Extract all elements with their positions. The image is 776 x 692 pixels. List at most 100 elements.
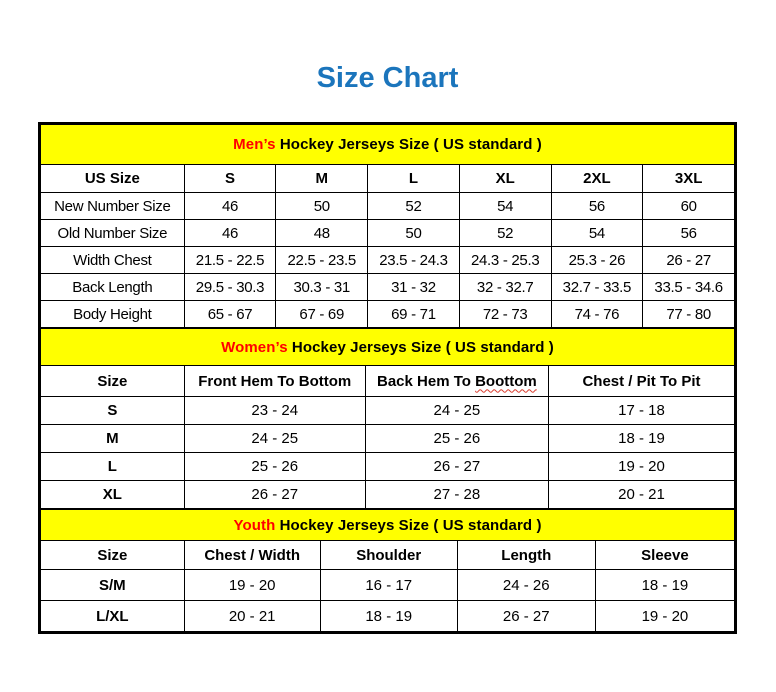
size-tables-container: Men’s Hockey Jerseys Size ( US standard … [38,122,737,634]
mens-row-label: Body Height [40,300,185,328]
youth-banner-highlight: Youth [233,516,276,534]
mens-cell: 65 - 67 [183,300,277,328]
womens-cell: 24 - 25 [183,424,366,453]
mens-cell: 67 - 69 [275,300,369,328]
womens-row-label: L [40,452,185,481]
mens-cell: 32.7 - 33.5 [550,273,644,301]
mens-column-header: 3XL [642,164,735,193]
womens-cell: 26 - 27 [183,480,366,509]
mens-cell: 52 [367,192,460,220]
womens-row: XL 26 - 27 27 - 28 20 - 21 [40,480,736,509]
mens-cell: 30.3 - 31 [275,273,369,301]
mens-banner-highlight: Men’s [233,136,276,153]
womens-cell: 27 - 28 [364,480,549,509]
mens-cell: 54 [550,219,644,247]
youth-cell: 16 - 17 [319,569,458,601]
mens-cell: 22.5 - 23.5 [275,246,369,274]
womens-row: L 25 - 26 26 - 27 19 - 20 [40,452,736,481]
mens-cell: 26 - 27 [642,246,735,274]
youth-row: L/XL 20 - 21 18 - 19 26 - 27 19 - 20 [40,600,736,632]
mens-row: New Number Size 46 50 52 54 56 60 [40,192,735,220]
youth-column-header: Size [40,540,185,570]
mens-cell: 29.5 - 30.3 [183,273,277,301]
womens-row-label: S [40,396,185,425]
size-table-womens: Women’s Hockey Jerseys Size ( US standar… [40,328,736,509]
womens-row-label: M [40,424,185,453]
youth-cell: 26 - 27 [456,600,596,632]
youth-column-header: Chest / Width [183,540,321,570]
mens-row-label: Old Number Size [40,219,185,247]
misspelled-word: Boottom [475,372,537,390]
womens-row-label: XL [40,480,185,509]
mens-row-label: Back Length [40,273,185,301]
mens-cell: 50 [367,219,460,247]
size-table-mens-body: Men’s Hockey Jerseys Size ( US standard … [40,124,735,328]
womens-cell: 23 - 24 [183,396,366,425]
youth-cell: 18 - 19 [319,600,458,632]
womens-cell: 19 - 20 [547,452,736,481]
mens-cell: 23.5 - 24.3 [367,246,460,274]
womens-column-header: Front Hem To Bottom [183,365,366,397]
womens-banner-highlight: Women’s [221,338,288,356]
mens-column-header: S [183,164,277,193]
mens-cell: 74 - 76 [550,300,644,328]
youth-column-header: Shoulder [319,540,458,570]
mens-row: Old Number Size 46 48 50 52 54 56 [40,219,735,247]
mens-cell: 56 [642,219,735,247]
mens-cell: 32 - 32.7 [458,273,552,301]
youth-section-banner: Youth Hockey Jerseys Size ( US standard … [40,509,735,541]
mens-cell: 60 [642,192,735,220]
mens-cell: 31 - 32 [367,273,460,301]
mens-cell: 50 [275,192,369,220]
mens-cell: 24.3 - 25.3 [458,246,552,274]
mens-cell: 48 [275,219,369,247]
womens-cell: 17 - 18 [547,396,736,425]
size-table-youth-body: Youth Hockey Jerseys Size ( US standard … [40,509,736,632]
youth-row: S/M 19 - 20 16 - 17 24 - 26 18 - 19 [40,569,736,601]
mens-cell: 46 [183,192,277,220]
mens-row-label: Width Chest [40,246,185,274]
youth-cell: 19 - 20 [594,600,736,632]
mens-header-row: US Size S M L XL 2XL 3XL [40,164,735,193]
mens-row-label: New Number Size [40,192,185,220]
womens-cell: 24 - 25 [364,396,549,425]
mens-cell: 33.5 - 34.6 [642,273,735,301]
mens-cell: 52 [458,219,552,247]
womens-cell: 25 - 26 [183,452,366,481]
mens-cell: 25.3 - 26 [550,246,644,274]
youth-cell: 18 - 19 [594,569,736,601]
womens-cell: 18 - 19 [547,424,736,453]
womens-column-header: Chest / Pit To Pit [547,365,736,397]
mens-cell: 54 [458,192,552,220]
mens-banner-text: Hockey Jerseys Size ( US standard ) [275,136,542,153]
youth-cell: 19 - 20 [183,569,321,601]
mens-column-header: L [367,164,460,193]
size-table-mens: Men’s Hockey Jerseys Size ( US standard … [40,124,735,328]
womens-column-header: Back Hem To Boottom [364,365,549,397]
youth-column-header: Length [456,540,596,570]
youth-banner-text: Hockey Jerseys Size ( US standard ) [275,516,542,534]
mens-row: Back Length 29.5 - 30.3 30.3 - 31 31 - 32 32… [40,273,735,301]
womens-cell: 20 - 21 [547,480,736,509]
size-table-womens-body: Women’s Hockey Jerseys Size ( US standar… [40,328,736,509]
mens-cell: 21.5 - 22.5 [183,246,277,274]
mens-column-header: M [275,164,369,193]
womens-row: M 24 - 25 25 - 26 18 - 19 [40,424,736,453]
mens-column-header: 2XL [550,164,644,193]
mens-cell: 72 - 73 [458,300,552,328]
size-chart-content: Size Chart Men’s Hockey Jerseys Size ( U… [38,0,737,634]
size-table-youth: Youth Hockey Jerseys Size ( US standard … [40,509,736,632]
mens-section-banner: Men’s Hockey Jerseys Size ( US standard … [40,124,735,165]
youth-row-label: L/XL [40,600,185,632]
womens-cell: 25 - 26 [364,424,549,453]
mens-cell: 69 - 71 [367,300,460,328]
mens-cell: 77 - 80 [642,300,735,328]
womens-cell: 26 - 27 [364,452,549,481]
page-title: Size Chart [316,62,459,94]
youth-column-header: Sleeve [594,540,736,570]
womens-row: S 23 - 24 24 - 25 17 - 18 [40,396,736,425]
youth-cell: 24 - 26 [456,569,596,601]
mens-row: Body Height 65 - 67 67 - 69 69 - 71 72 - 73 7… [40,300,735,328]
womens-column-header: Size [40,365,185,397]
